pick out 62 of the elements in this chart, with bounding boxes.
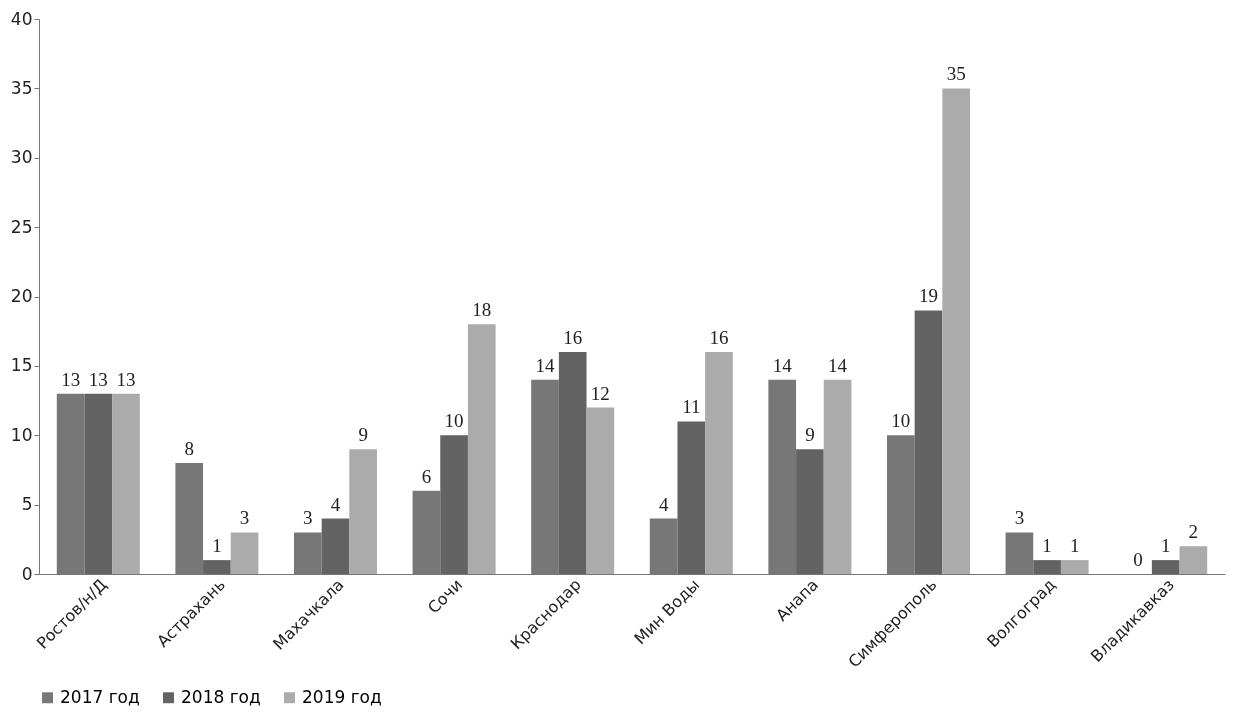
data-label: 4 [330, 493, 341, 515]
data-label: 0 [1133, 549, 1143, 570]
bar [1060, 560, 1089, 574]
bar [440, 435, 468, 574]
y-tick-label: 5 [21, 494, 33, 515]
y-tick-label: 20 [10, 286, 33, 306]
data-label: 16 [563, 327, 583, 348]
bar [112, 393, 140, 574]
bar [705, 352, 733, 574]
legend-label: 2019 год [302, 686, 382, 707]
bar [321, 518, 350, 574]
bar [914, 310, 943, 574]
bar [558, 352, 587, 574]
bar [349, 449, 378, 574]
bar [677, 421, 706, 574]
data-label: 1 [1070, 535, 1080, 557]
data-label: 14 [535, 354, 556, 376]
data-label: 3 [303, 507, 313, 529]
data-label: 12 [590, 382, 610, 404]
legend-label: 2018 год [181, 686, 261, 707]
bar [230, 532, 259, 574]
y-tick-label: 35 [10, 77, 33, 98]
y-tick-label: 15 [10, 355, 33, 376]
bar [1151, 560, 1180, 574]
data-label: 14 [828, 354, 848, 376]
data-label: 11 [682, 396, 701, 418]
data-label: 1 [1160, 535, 1171, 557]
data-label: 1 [212, 535, 222, 557]
data-label: 19 [919, 285, 938, 307]
bar [1033, 560, 1061, 574]
bar [203, 560, 231, 574]
legend-label: 2017 год [60, 686, 140, 707]
data-label: 9 [358, 424, 368, 446]
data-label: 1 [1042, 535, 1052, 557]
bar [84, 393, 113, 574]
data-label: 9 [805, 424, 815, 446]
data-label: 13 [61, 368, 81, 390]
data-label: 8 [184, 438, 194, 459]
bar [467, 324, 496, 574]
bar [1179, 546, 1208, 574]
y-tick-label: 0 [21, 563, 33, 584]
data-label: 13 [116, 368, 136, 390]
data-label: 13 [88, 368, 108, 390]
data-label: 3 [1014, 507, 1025, 529]
bar [796, 449, 824, 574]
data-label: 10 [891, 410, 911, 432]
data-label: 16 [709, 327, 729, 348]
data-label: 10 [444, 410, 464, 432]
data-label: 14 [772, 354, 793, 376]
bar [586, 407, 615, 574]
y-tick-label: 25 [10, 216, 33, 237]
data-label: 6 [421, 465, 432, 487]
data-label: 35 [946, 63, 966, 85]
y-tick-label: 10 [10, 424, 33, 445]
data-label: 4 [658, 493, 669, 515]
bar [823, 379, 852, 574]
bar [942, 88, 971, 574]
y-tick-label: 30 [10, 147, 33, 168]
data-label: 3 [239, 507, 250, 529]
data-label: 18 [472, 299, 492, 321]
data-label: 2 [1188, 521, 1199, 543]
y-tick-label: 40 [10, 8, 33, 29]
